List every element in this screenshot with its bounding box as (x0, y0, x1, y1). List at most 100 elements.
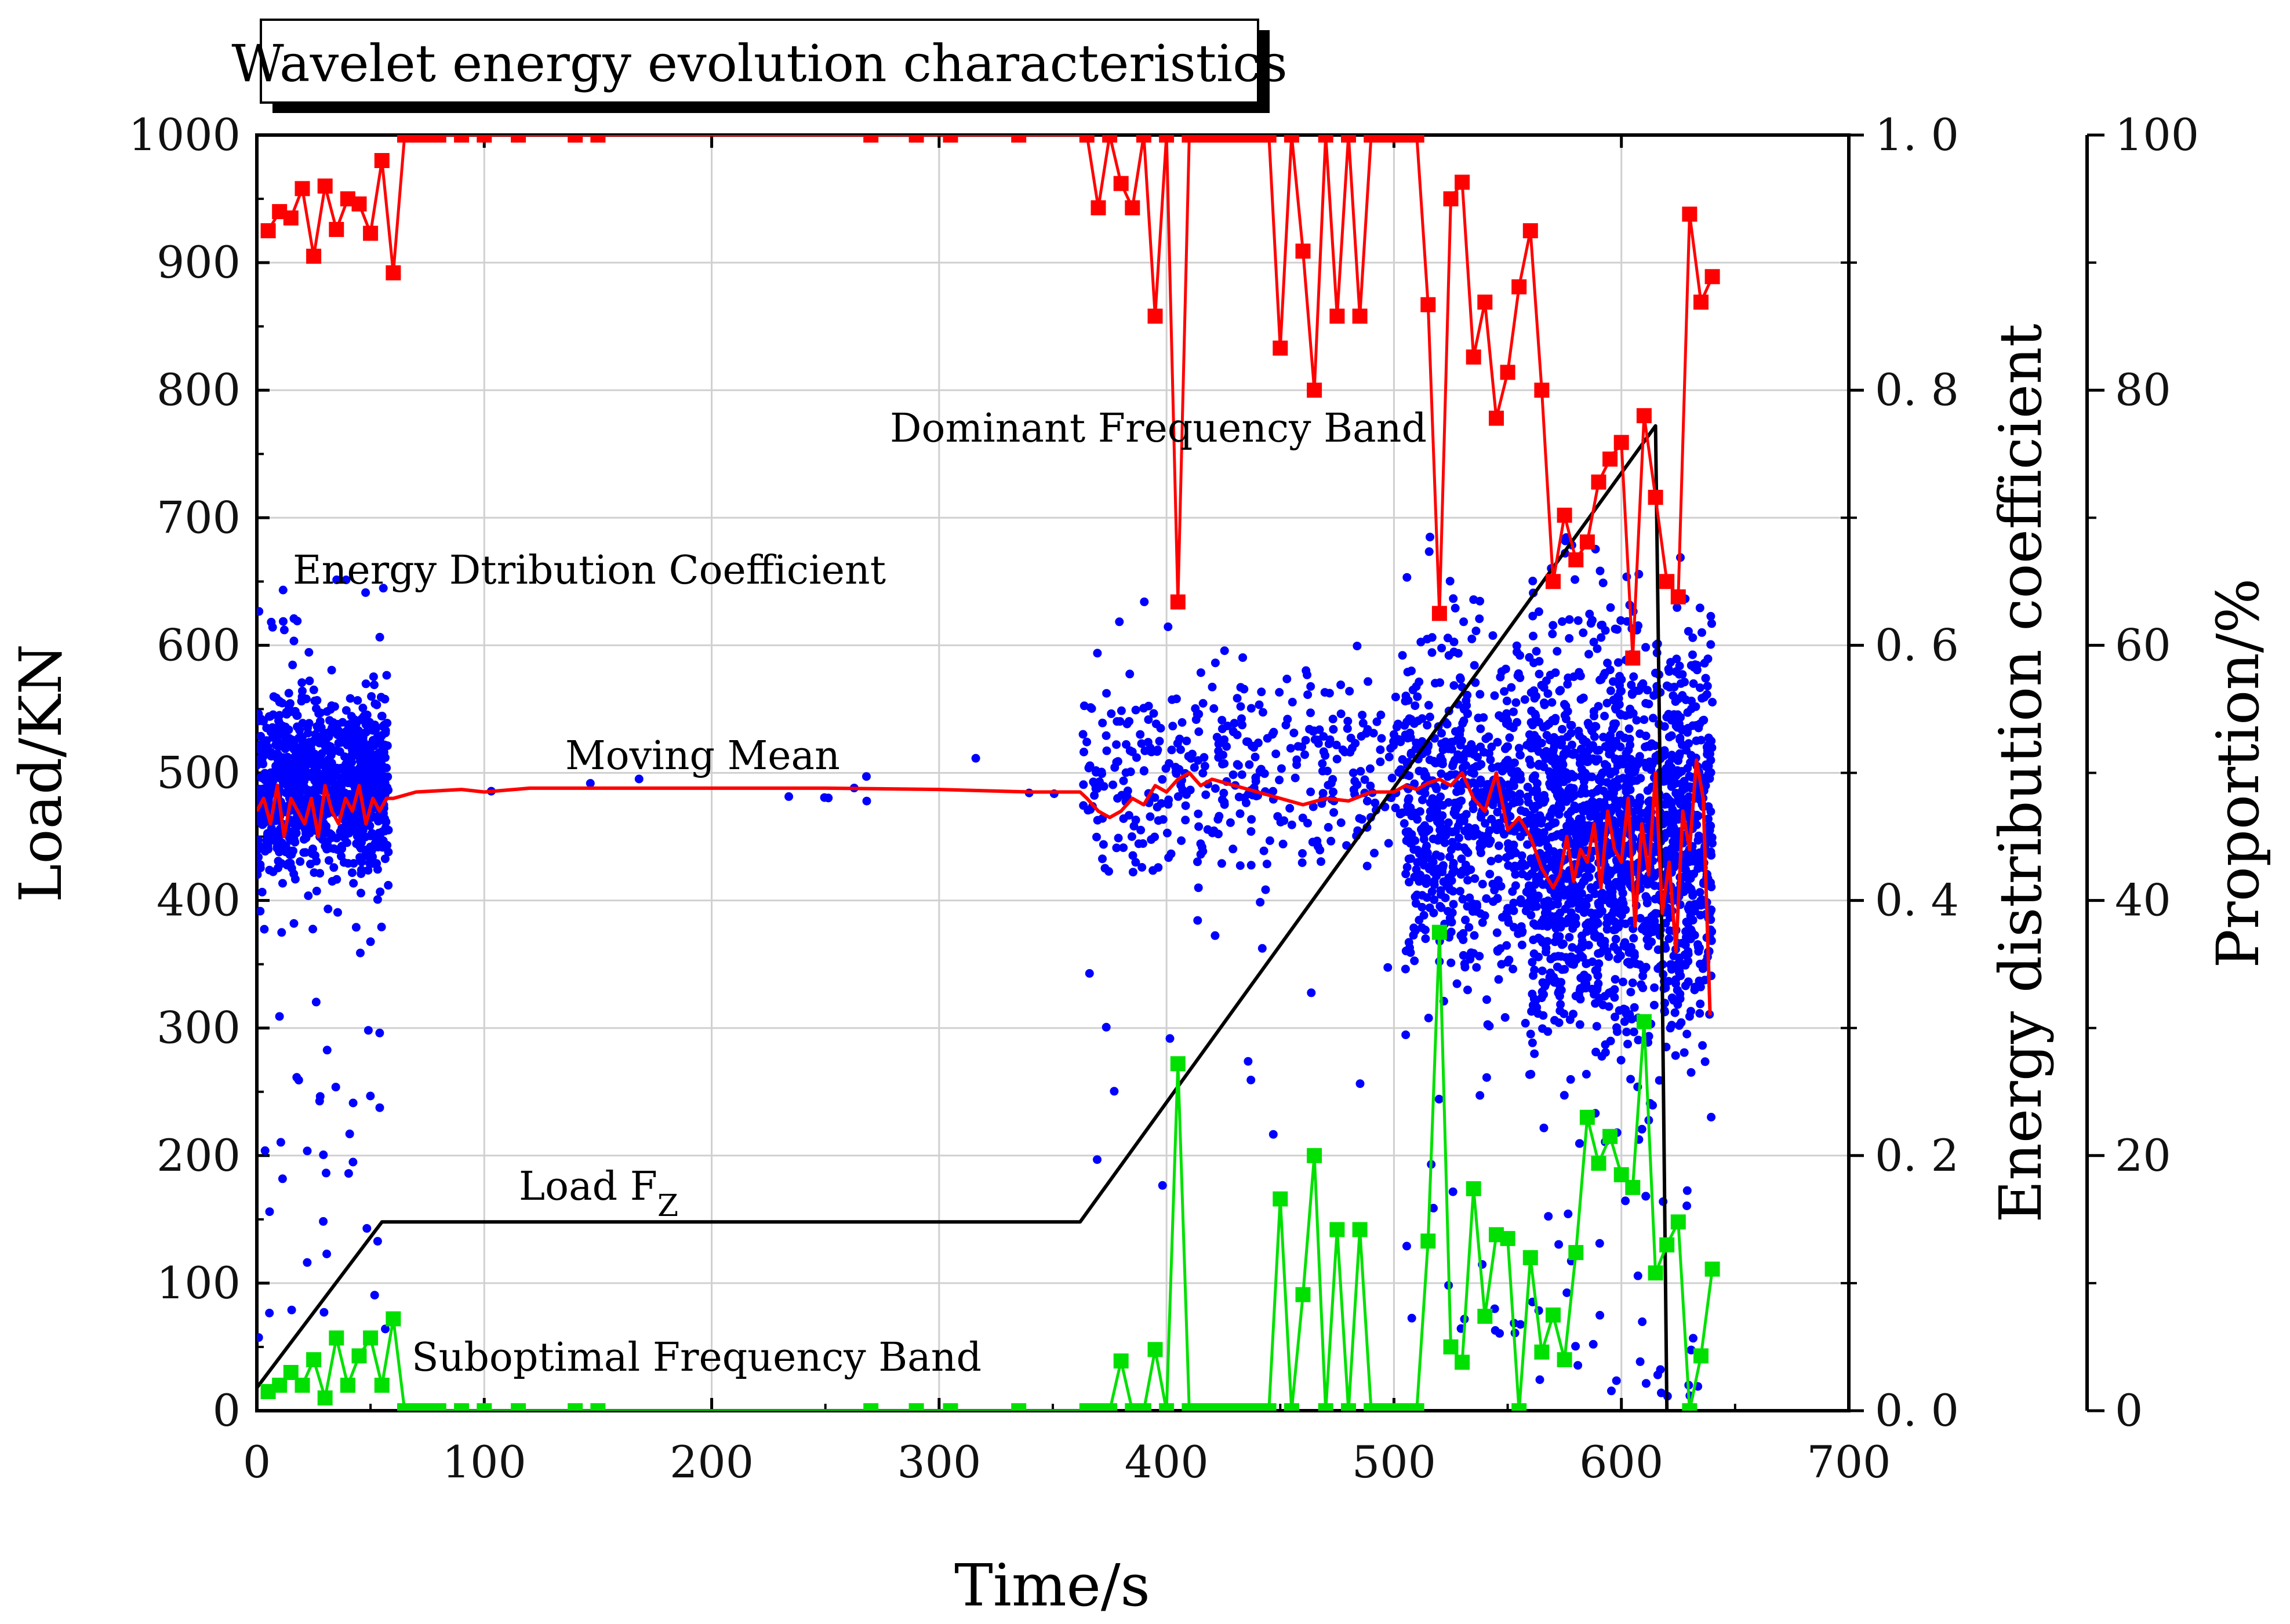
dominant-frequency-band-marker (1431, 606, 1447, 621)
energy-point (1606, 749, 1615, 759)
energy-point (1251, 752, 1260, 762)
energy-point (1431, 850, 1441, 860)
energy-point (1403, 668, 1412, 677)
energy-point (1343, 724, 1352, 733)
x-tick-label: 700 (1806, 1436, 1891, 1488)
energy-point (1402, 1241, 1411, 1251)
energy-point (373, 895, 382, 904)
energy-point (1482, 995, 1491, 1004)
energy-point (1577, 937, 1587, 946)
energy-point (1682, 1029, 1692, 1039)
energy-point (1597, 633, 1606, 642)
energy-point (1682, 1186, 1692, 1195)
suboptimal-frequency-band-marker (1329, 1222, 1345, 1237)
energy-point (1544, 822, 1553, 831)
energy-point (365, 744, 375, 753)
energy-point (1539, 915, 1549, 923)
energy-point (1362, 796, 1372, 806)
energy-point (1318, 766, 1327, 775)
dominant-frequency-band-marker (1602, 451, 1618, 467)
energy-point (1700, 693, 1709, 702)
energy-point (1131, 705, 1140, 715)
energy-point (1705, 821, 1714, 830)
energy-point (1466, 955, 1475, 964)
energy-point (1219, 788, 1228, 798)
energy-point (373, 865, 382, 874)
energy-point (1303, 818, 1312, 828)
suboptimal-frequency-band-marker (1364, 1403, 1379, 1411)
energy-point (1684, 794, 1693, 803)
suboptimal-frequency-band-marker (1420, 1233, 1436, 1249)
energy-point (1656, 1365, 1665, 1374)
energy-point (1387, 773, 1397, 782)
energy-point (322, 1046, 332, 1055)
energy-point (1635, 1357, 1645, 1366)
suboptimal-frequency-band-marker (1193, 1403, 1208, 1411)
suboptimal-frequency-band-marker (1159, 1403, 1175, 1411)
energy-point (1584, 862, 1594, 872)
energy-point (1707, 882, 1716, 891)
suboptimal-frequency-band-marker (1125, 1403, 1140, 1411)
energy-point (1534, 607, 1543, 616)
energy-point (1609, 677, 1617, 686)
energy-point (265, 865, 274, 875)
energy-point (1090, 791, 1099, 800)
energy-point (275, 1012, 284, 1021)
energy-point (1688, 650, 1697, 660)
energy-point (1511, 798, 1521, 807)
dominant-frequency-band-marker (1455, 174, 1470, 190)
energy-point (1549, 855, 1558, 864)
energy-point (1605, 915, 1615, 924)
energy-point (1256, 767, 1265, 777)
dominant-frequency-band-marker (1238, 135, 1254, 143)
energy-point (1113, 717, 1122, 726)
energy-point (357, 869, 366, 878)
dominant-frequency-band-marker (420, 135, 435, 143)
energy-point (305, 676, 314, 686)
energy-point (1611, 719, 1620, 729)
suboptimal-frequency-band-marker (1636, 1014, 1652, 1029)
energy-point (1098, 718, 1107, 727)
energy-point (1419, 835, 1428, 844)
suboptimal-frequency-band-marker (1352, 1222, 1368, 1237)
energy-point (1449, 900, 1458, 909)
energy-point (1086, 703, 1095, 712)
energy-point (1530, 731, 1539, 740)
energy-point (1594, 745, 1604, 755)
suboptimal-frequency-band-marker (1431, 924, 1447, 940)
energy-point (1346, 748, 1355, 757)
dominant-frequency-band-marker (1341, 135, 1356, 143)
energy-point (1576, 973, 1586, 982)
energy-point (315, 1097, 324, 1106)
energy-point (370, 833, 380, 842)
energy-point (1526, 1069, 1536, 1079)
energy-point (1485, 826, 1494, 835)
energy-point (1678, 740, 1686, 749)
y-right1-tick-label: 0. 6 (1875, 619, 1959, 671)
dominant-frequency-band-marker (1557, 507, 1572, 523)
energy-point (1615, 1006, 1624, 1015)
energy-point (1089, 777, 1098, 786)
energy-point (1706, 768, 1715, 777)
suboptimal-frequency-band-marker (1011, 1403, 1027, 1411)
energy-point (1576, 995, 1585, 1004)
energy-point (1696, 897, 1705, 906)
energy-point (1099, 782, 1108, 791)
energy-point (1257, 687, 1266, 697)
energy-point (1590, 990, 1599, 999)
dominant-frequency-band-marker (1568, 552, 1584, 567)
energy-point (1171, 763, 1180, 772)
energy-point (269, 692, 278, 701)
dominant-frequency-band-marker (1204, 135, 1220, 143)
energy-point (1635, 729, 1645, 738)
energy-point (351, 923, 361, 932)
energy-point (1480, 911, 1489, 920)
energy-point (1175, 734, 1184, 744)
energy-point (370, 699, 380, 708)
energy-point (1470, 824, 1480, 833)
y-left-tick-label: 500 (157, 747, 241, 799)
energy-point (1485, 869, 1495, 879)
energy-point (1641, 1192, 1651, 1201)
energy-point (1575, 904, 1584, 913)
energy-point (383, 840, 392, 850)
